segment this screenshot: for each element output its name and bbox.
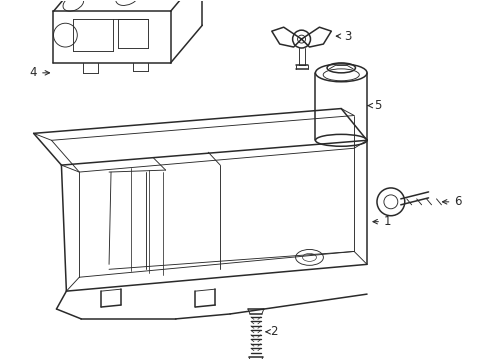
Text: 5: 5 [367, 99, 381, 112]
Text: 4: 4 [30, 66, 49, 79]
Text: 6: 6 [442, 195, 461, 208]
Text: 2: 2 [265, 325, 277, 338]
Text: 1: 1 [372, 215, 390, 228]
Text: 3: 3 [336, 30, 351, 42]
